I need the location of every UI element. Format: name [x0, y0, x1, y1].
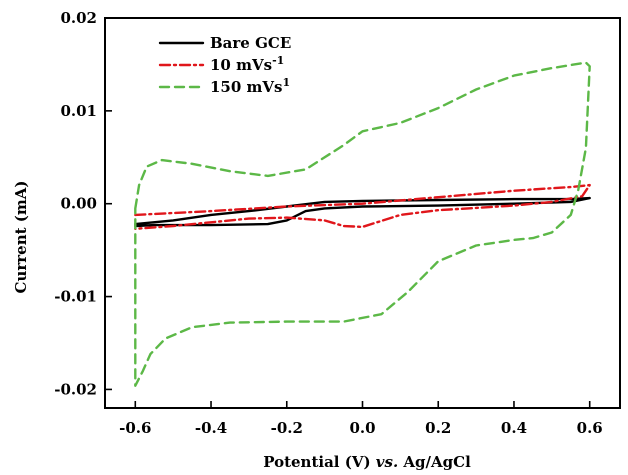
legend-label-text: 150 mVs	[210, 78, 283, 96]
series-line-2	[134, 183, 591, 230]
x-tick-label: 0.4	[501, 419, 527, 437]
y-tick-label: 0.01	[60, 102, 97, 120]
legend-label-2: 10 mVs-1	[210, 54, 284, 74]
y-tick-label: 0.00	[60, 195, 97, 213]
x-tick-label: -0.2	[271, 419, 303, 437]
series-line-3	[134, 61, 591, 387]
x-tick-label: -0.4	[195, 419, 227, 437]
x-tick-label: 0.0	[349, 419, 375, 437]
x-tick-label: 0.6	[577, 419, 603, 437]
x-tick-label: -0.6	[119, 419, 151, 437]
series-line-1	[134, 196, 591, 228]
y-tick-label: -0.01	[54, 288, 97, 306]
y-axis-title: Current (mA)	[12, 181, 30, 294]
legend-label-3: 150 mVs1	[210, 76, 290, 96]
ticks-layer: -0.6 -0.4 -0.2 0.0 0.2 0.4 0.6 0.02 0.01 0.00 -0.0…	[54, 9, 603, 437]
y-tick-label: 0.02	[60, 9, 97, 27]
legend-label-superscript: -1	[272, 54, 284, 67]
legend-label-superscript: 1	[283, 76, 291, 89]
x-axis-title-italic: vs.	[376, 453, 398, 471]
series-layer	[134, 61, 591, 387]
legend-label-1: Bare GCE	[210, 34, 291, 52]
legend-label-text: Bare GCE	[210, 34, 291, 52]
y-tick-label: -0.02	[54, 380, 97, 398]
x-axis-title-ref: Ag/AgCl	[398, 453, 471, 471]
legend-label-text: 10 mVs	[210, 56, 272, 74]
x-axis-title: Potential (V) vs. Ag/AgCl	[263, 453, 471, 471]
x-axis-title-main: Potential (V)	[263, 453, 376, 471]
x-tick-label: 0.2	[425, 419, 451, 437]
